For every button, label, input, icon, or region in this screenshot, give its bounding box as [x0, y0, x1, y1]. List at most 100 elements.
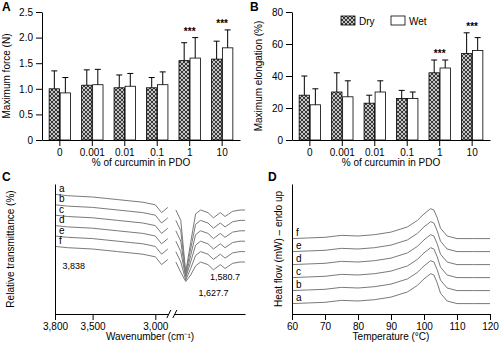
x-axis-title: % of curcumin in PDO: [342, 157, 441, 168]
error-stem: [434, 60, 435, 73]
line: [292, 209, 490, 239]
error-stem: [97, 69, 98, 84]
error-cap: [95, 69, 101, 70]
error-bar: [51, 71, 57, 89]
error-cap: [399, 90, 405, 91]
tick: [189, 140, 190, 146]
tick-group: 0.5: [19, 109, 42, 120]
series-label: a: [296, 292, 302, 303]
error-stem: [477, 38, 478, 51]
tick: [55, 314, 56, 320]
error-cap: [51, 70, 57, 71]
annotation: ***: [466, 21, 478, 32]
panel: abcdef60708090100110120DTemperature (°C)…: [268, 170, 499, 342]
error-cap: [431, 60, 437, 61]
tick: [342, 140, 343, 146]
tick-label: 80: [272, 7, 284, 18]
tick: [391, 314, 392, 320]
tick-group: 20: [272, 103, 292, 114]
error-stem: [195, 38, 196, 58]
tick: [59, 140, 60, 146]
tick-label: 0: [57, 147, 63, 158]
bar: [114, 88, 124, 140]
axis-line: [293, 140, 491, 141]
tick: [292, 314, 293, 320]
bar: [397, 98, 407, 140]
bar: [440, 68, 450, 140]
error-cap: [116, 74, 122, 75]
series-label: a: [59, 183, 65, 194]
tick: [286, 108, 292, 109]
error-bar: [214, 41, 220, 59]
error-cap: [377, 80, 383, 81]
error-cap: [464, 32, 470, 33]
axis-break-mark: [167, 310, 171, 318]
tick-label: 3,500: [81, 321, 106, 332]
tick: [374, 140, 375, 146]
tick-label: 2.0: [19, 32, 33, 43]
tick-label: 0: [27, 135, 33, 146]
bar: [93, 85, 103, 140]
tick-group: 100: [416, 314, 433, 332]
x-axis-title: Wavenumber (cm⁻¹): [106, 331, 194, 342]
panel: abcdef3,8003,5003,0003,8381,580.71,627.7…: [2, 170, 246, 342]
tick: [157, 140, 158, 146]
bar: [190, 58, 200, 140]
tick: [439, 140, 440, 146]
error-stem: [151, 78, 152, 88]
x-axis-title: % of curcumin in PDO: [92, 157, 191, 168]
axis-line: [42, 13, 43, 141]
bar: [461, 54, 471, 140]
axis: 00.0010.010.1110: [293, 140, 491, 158]
bar: [364, 103, 374, 140]
tick-group: 0.001: [330, 140, 355, 158]
axis-line: [55, 185, 56, 315]
tick-label: 0.5: [19, 109, 33, 120]
error-bar: [116, 75, 122, 88]
error-bar: [377, 81, 383, 92]
error-bar: [475, 38, 481, 51]
tick-group: 3,800: [43, 314, 68, 332]
y-axis-title: Maximum force (N): [1, 33, 12, 118]
error-bar: [431, 60, 437, 73]
tick: [358, 314, 359, 320]
axis-line: [56, 314, 246, 315]
tick: [36, 140, 42, 141]
error-stem: [445, 60, 446, 68]
line: [292, 222, 490, 252]
error-stem: [65, 78, 66, 93]
tick-label: 2.5: [19, 7, 33, 18]
series-label: f: [59, 235, 62, 246]
error-cap: [181, 42, 187, 43]
error-stem: [304, 76, 305, 95]
series-label: b: [296, 279, 302, 290]
axis-line: [292, 185, 293, 315]
error-cap: [345, 80, 351, 81]
tick-label: 1.5: [19, 58, 33, 69]
tick: [36, 63, 42, 64]
tick-group: 2.5: [19, 7, 42, 18]
error-bar: [149, 78, 155, 88]
line: [55, 205, 245, 274]
error-stem: [347, 81, 348, 97]
tick-group: 70: [320, 314, 332, 332]
line: [292, 274, 490, 304]
axis-break-mark: [173, 310, 177, 318]
annotation: 1,627.7: [198, 288, 228, 298]
error-stem: [466, 33, 467, 54]
tick-label: 40: [272, 71, 284, 82]
plot: [49, 30, 233, 140]
tick-label: 60: [287, 321, 299, 332]
axis: 60708090100110120: [287, 314, 499, 332]
tick: [36, 114, 42, 115]
bar: [147, 88, 157, 140]
error-cap: [475, 37, 481, 38]
tick-group: 0.1: [400, 140, 414, 158]
series-label: d: [59, 214, 65, 225]
legend-label: Wet: [409, 16, 427, 27]
error-stem: [184, 43, 185, 61]
line: [292, 235, 490, 265]
annotation: ***: [434, 48, 446, 59]
error-cap: [301, 76, 307, 77]
error-stem: [119, 75, 120, 88]
